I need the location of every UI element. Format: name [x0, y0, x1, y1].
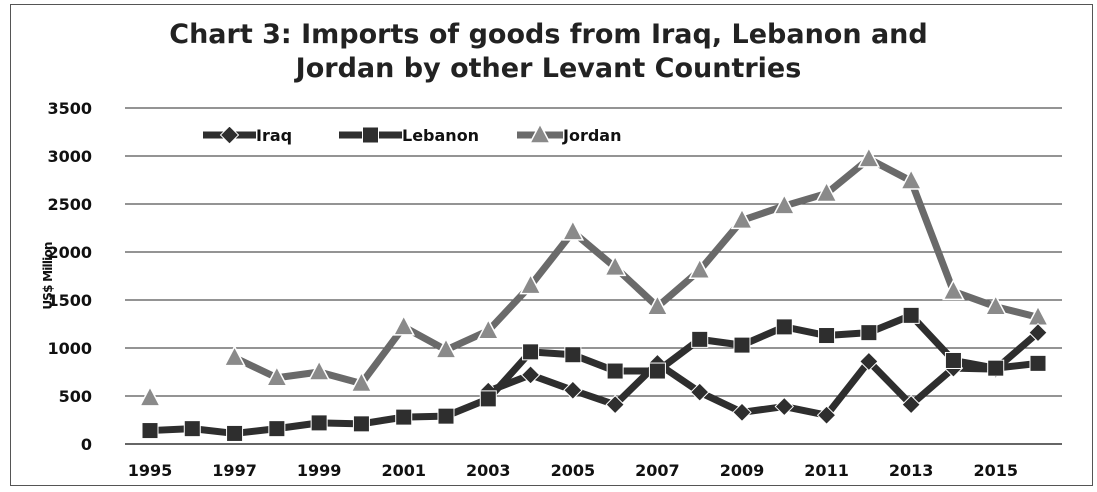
- data-point-lebanon: [944, 351, 962, 369]
- data-point-jordan: [561, 219, 585, 241]
- legend-marker-lebanon: [362, 126, 379, 144]
- data-point-lebanon: [395, 408, 413, 426]
- x-axis-ticks: 1995 1997 1999 2001 2003 2005 2007 2009 2011 2013…: [128, 461, 1018, 480]
- data-point-lebanon: [691, 330, 709, 348]
- data-point-jordan: [519, 272, 542, 295]
- data-point-jordan: [477, 318, 500, 340]
- data-point-jordan: [857, 146, 881, 168]
- series-line-jordan: [231, 155, 1042, 388]
- data-point-lebanon: [1029, 354, 1047, 372]
- data-point-lebanon: [310, 414, 328, 432]
- data-point-iraq: [859, 351, 879, 372]
- x-tick-label: 2005: [551, 461, 596, 480]
- data-point-jordan: [223, 344, 246, 367]
- series-line-lebanon: [146, 311, 1042, 437]
- y-tick-label: 500: [59, 387, 92, 406]
- data-point-jordan: [138, 385, 162, 407]
- x-tick-label: 2011: [804, 461, 849, 480]
- data-point-lebanon: [818, 327, 836, 345]
- legend-label-jordan: Jordan: [562, 126, 621, 145]
- y-tick-label: 3500: [47, 99, 92, 118]
- x-tick-label: 1999: [297, 461, 342, 480]
- x-tick-label: 1997: [212, 461, 257, 480]
- legend-item-lebanon: Lebanon: [339, 126, 479, 145]
- legend-item-jordan: Jordan: [517, 122, 621, 145]
- data-point-jordan: [646, 294, 669, 316]
- x-tick-label: 2013: [889, 461, 934, 480]
- data-point-lebanon: [987, 359, 1005, 377]
- y-tick-label: 1500: [47, 291, 92, 310]
- data-point-jordan: [307, 359, 331, 381]
- data-point-lebanon: [902, 306, 920, 324]
- x-tick-label: 2001: [381, 461, 426, 480]
- data-point-jordan: [773, 193, 796, 215]
- legend-label-lebanon: Lebanon: [402, 126, 479, 145]
- legend-marker-iraq: [219, 125, 240, 145]
- legend-label-iraq: Iraq: [256, 126, 292, 145]
- data-point-iraq: [520, 365, 541, 385]
- y-tick-label: 2500: [47, 195, 92, 214]
- data-point-iraq: [690, 382, 710, 402]
- data-point-lebanon: [183, 420, 201, 438]
- legend-item-iraq: Iraq: [203, 125, 292, 145]
- data-point-jordan: [603, 254, 627, 277]
- data-point-jordan: [942, 278, 965, 301]
- x-tick-label: 1995: [128, 461, 173, 480]
- data-point-iraq: [732, 402, 752, 423]
- data-point-lebanon: [352, 415, 370, 433]
- data-point-iraq: [605, 394, 625, 415]
- data-point-jordan: [434, 337, 458, 359]
- data-point-lebanon: [141, 422, 159, 440]
- chart-title-line-1: Chart 3: Imports of goods from Iraq, Leb…: [169, 19, 928, 50]
- data-point-jordan: [984, 294, 1007, 316]
- data-point-lebanon: [522, 343, 540, 361]
- series-jordan: [138, 146, 1050, 407]
- x-tick-label: 2007: [635, 461, 680, 480]
- data-point-jordan: [688, 257, 711, 279]
- data-point-lebanon: [268, 420, 286, 438]
- series-lebanon: [141, 306, 1047, 442]
- data-point-lebanon: [226, 424, 244, 442]
- y-axis-label: US$ Million: [41, 242, 55, 310]
- data-point-jordan: [350, 370, 373, 393]
- y-tick-label: 1000: [47, 339, 92, 358]
- data-point-lebanon: [648, 362, 666, 380]
- legend-marker-jordan: [528, 122, 552, 144]
- series: [138, 146, 1050, 442]
- data-point-lebanon: [733, 336, 751, 354]
- y-axis-ticks: 0 500 1000 1500 2000 2500 3000 3500: [47, 99, 92, 454]
- x-tick-label: 2009: [720, 461, 765, 480]
- data-point-jordan: [730, 207, 754, 230]
- data-point-jordan: [815, 180, 838, 203]
- data-point-lebanon: [479, 390, 497, 408]
- chart-title-line-2: Jordan by other Levant Countries: [295, 53, 802, 84]
- x-tick-label: 2015: [973, 461, 1018, 480]
- data-point-iraq: [901, 394, 921, 415]
- y-tick-label: 2000: [47, 243, 92, 262]
- data-point-lebanon: [564, 346, 582, 364]
- y-tick-label: 0: [81, 435, 92, 454]
- data-point-lebanon: [437, 407, 455, 425]
- data-point-lebanon: [606, 362, 624, 380]
- y-tick-label: 3000: [47, 147, 92, 166]
- series-iraq: [478, 322, 1048, 425]
- x-tick-label: 2003: [466, 461, 511, 480]
- data-point-jordan: [265, 365, 289, 387]
- data-point-iraq: [816, 405, 837, 425]
- data-point-jordan: [392, 314, 415, 336]
- legend: Iraq Lebanon Jordan: [203, 122, 621, 145]
- data-point-lebanon: [775, 318, 793, 336]
- data-point-lebanon: [860, 324, 878, 342]
- data-point-iraq: [1028, 322, 1048, 343]
- chart-title: Chart 3: Imports of goods from Iraq, Leb…: [0, 18, 1097, 86]
- data-point-jordan: [899, 168, 923, 190]
- data-point-iraq: [563, 380, 583, 400]
- data-point-iraq: [774, 396, 794, 417]
